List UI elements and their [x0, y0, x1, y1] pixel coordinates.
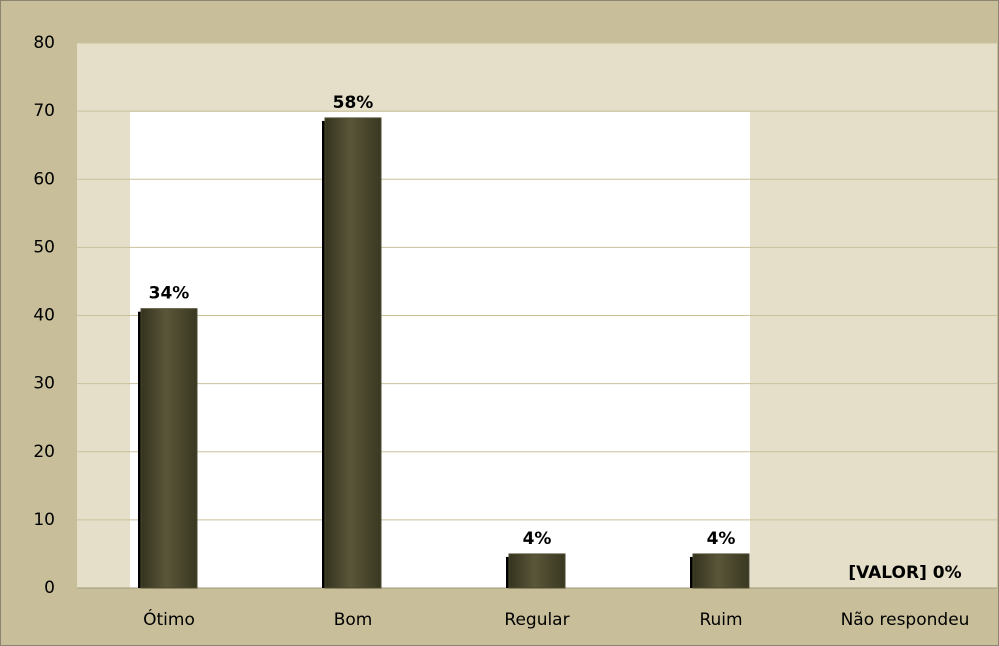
bar-shadow — [690, 556, 694, 588]
x-tick-label: Regular — [504, 610, 569, 630]
x-tick-label: Bom — [334, 610, 373, 630]
y-tick-label: 60 — [33, 169, 55, 189]
bar-shadow — [506, 556, 510, 588]
bar — [692, 553, 750, 589]
x-tick-label: Ótimo — [143, 608, 195, 630]
value-label: [VALOR] 0% — [848, 563, 961, 583]
y-tick-label: 10 — [33, 510, 55, 530]
value-label: 4% — [707, 529, 736, 549]
y-tick-label: 30 — [33, 374, 55, 394]
y-tick-label: 70 — [33, 101, 55, 121]
x-tick-label: Não respondeu — [841, 610, 970, 630]
y-tick-label: 50 — [33, 237, 55, 257]
y-tick-label: 0 — [44, 578, 55, 598]
plot-highlight — [130, 112, 750, 588]
y-tick-label: 20 — [33, 442, 55, 462]
value-label: 58% — [333, 93, 374, 113]
y-tick-label: 80 — [33, 33, 55, 53]
bar — [140, 308, 198, 589]
bar-shadow — [322, 120, 326, 588]
bar — [324, 117, 382, 589]
bar-shadow — [138, 311, 142, 588]
value-label: 34% — [149, 284, 190, 304]
x-tick-label: Ruim — [699, 610, 742, 630]
y-tick-label: 40 — [33, 306, 55, 326]
bar — [508, 553, 566, 589]
value-label: 4% — [523, 529, 552, 549]
